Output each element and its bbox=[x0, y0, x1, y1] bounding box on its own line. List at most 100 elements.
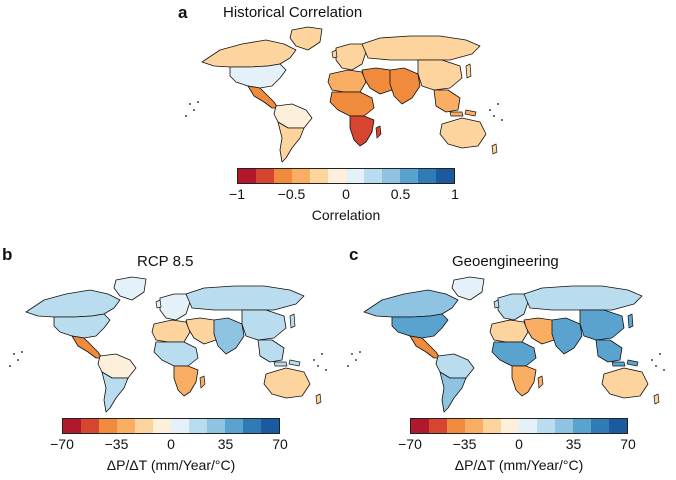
region-nz bbox=[653, 393, 660, 405]
panel-c-colorbar-ticks: −70 −35 0 35 70 bbox=[398, 436, 636, 457]
region-australia bbox=[601, 367, 649, 399]
region-south-america-south bbox=[101, 371, 129, 413]
panel-a-colorbar-ticks: −1 −0.5 0 0.5 1 bbox=[229, 186, 459, 207]
region-australia bbox=[439, 117, 487, 149]
colorbar-tick-label: 0.5 bbox=[390, 186, 411, 202]
region-south-asia bbox=[213, 317, 245, 355]
island-dot bbox=[13, 353, 15, 355]
colorbar-swatch bbox=[189, 419, 207, 433]
colorbar-tick-label: 70 bbox=[620, 436, 636, 452]
colorbar-swatch bbox=[328, 169, 346, 183]
region-russia bbox=[185, 285, 305, 311]
colorbar-tick-label: 35 bbox=[565, 436, 582, 452]
island-dot bbox=[663, 369, 665, 371]
island-dot bbox=[9, 365, 11, 367]
region-south-asia bbox=[389, 67, 421, 105]
region-east-asia bbox=[579, 309, 625, 341]
region-greenland bbox=[451, 276, 485, 301]
region-russia bbox=[523, 285, 643, 311]
region-japan bbox=[289, 313, 296, 329]
colorbar-tick-label: 70 bbox=[272, 436, 288, 452]
colorbar-tick-label: −70 bbox=[398, 436, 422, 452]
island-dot bbox=[185, 115, 187, 117]
colorbar-swatch bbox=[310, 169, 328, 183]
island-dot bbox=[651, 359, 653, 361]
island-dot bbox=[501, 119, 503, 121]
colorbar-swatch bbox=[591, 419, 609, 433]
region-japan bbox=[465, 63, 472, 79]
panel-a-world-map bbox=[185, 26, 503, 163]
region-uk bbox=[493, 299, 500, 309]
colorbar-swatch bbox=[465, 419, 483, 433]
panel-c-title: Geoengineering bbox=[452, 253, 559, 270]
island-dot bbox=[193, 109, 195, 111]
panel-b-colorbar bbox=[62, 418, 280, 434]
colorbar-swatch bbox=[429, 419, 447, 433]
island-dot bbox=[317, 365, 319, 367]
colorbar-swatch bbox=[411, 419, 429, 433]
region-north-africa bbox=[151, 319, 191, 343]
colorbar-swatch bbox=[483, 419, 501, 433]
region-east-asia bbox=[241, 309, 287, 341]
island-dot bbox=[655, 365, 657, 367]
region-southern-africa bbox=[349, 115, 375, 147]
colorbar-swatch bbox=[447, 419, 465, 433]
colorbar-swatch bbox=[436, 169, 454, 183]
island-dot bbox=[489, 109, 491, 111]
region-europe bbox=[497, 293, 529, 321]
region-north-america bbox=[25, 289, 121, 318]
colorbar-swatch bbox=[261, 419, 279, 433]
region-south-america-south bbox=[277, 121, 305, 163]
island-dot bbox=[493, 115, 495, 117]
island-dot bbox=[359, 351, 361, 353]
region-madagascar bbox=[537, 375, 544, 389]
panel-c-colorbar-label: ΔP/ΔT (mm/Year/°C) bbox=[454, 457, 584, 473]
region-indonesia-a bbox=[611, 361, 626, 367]
panel-b-world-map bbox=[9, 276, 327, 413]
island-dot bbox=[325, 369, 327, 371]
region-europe bbox=[335, 43, 367, 71]
panel-c-colorbar bbox=[410, 418, 628, 434]
colorbar-swatch bbox=[555, 419, 573, 433]
island-dot bbox=[21, 351, 23, 353]
colorbar-swatch bbox=[501, 419, 519, 433]
region-southeast-asia bbox=[595, 339, 623, 363]
region-north-africa bbox=[327, 69, 367, 93]
region-usa bbox=[53, 313, 111, 339]
colorbar-swatch bbox=[364, 169, 382, 183]
colorbar-swatch bbox=[81, 419, 99, 433]
colorbar-swatch bbox=[225, 419, 243, 433]
region-europe bbox=[159, 293, 191, 321]
colorbar-tick-label: 0 bbox=[515, 436, 523, 452]
region-nz bbox=[491, 143, 498, 155]
colorbar-tick-label: 0 bbox=[167, 436, 175, 452]
colorbar-tick-label: 1 bbox=[451, 186, 459, 202]
panel-a-letter: a bbox=[178, 3, 188, 22]
island-dot bbox=[17, 359, 19, 361]
colorbar-swatch bbox=[274, 169, 292, 183]
panel-b-letter: b bbox=[2, 245, 13, 264]
colorbar-tick-label: −35 bbox=[104, 436, 129, 452]
region-sahel bbox=[153, 341, 199, 367]
region-usa bbox=[229, 63, 287, 89]
panel-b-colorbar-ticks: −70 −35 0 35 70 bbox=[50, 436, 288, 457]
region-madagascar bbox=[199, 375, 206, 389]
colorbar-tick-label: −35 bbox=[452, 436, 477, 452]
region-uk bbox=[331, 49, 338, 59]
region-russia bbox=[361, 35, 481, 61]
region-greenland bbox=[113, 276, 147, 301]
island-dot bbox=[351, 353, 353, 355]
island-dot bbox=[347, 365, 349, 367]
region-indonesia-a bbox=[449, 111, 464, 117]
region-japan bbox=[627, 313, 634, 329]
region-north-africa bbox=[489, 319, 529, 343]
region-indonesia-b bbox=[626, 359, 639, 367]
region-sahel bbox=[491, 341, 537, 367]
region-indonesia-a bbox=[273, 361, 288, 367]
panel-a-colorbar-label: Correlation bbox=[311, 207, 381, 223]
region-central-america bbox=[409, 335, 441, 359]
colorbar-tick-label: 35 bbox=[217, 436, 234, 452]
region-australia bbox=[263, 367, 311, 399]
region-south-asia bbox=[551, 317, 583, 355]
island-dot bbox=[659, 353, 661, 355]
